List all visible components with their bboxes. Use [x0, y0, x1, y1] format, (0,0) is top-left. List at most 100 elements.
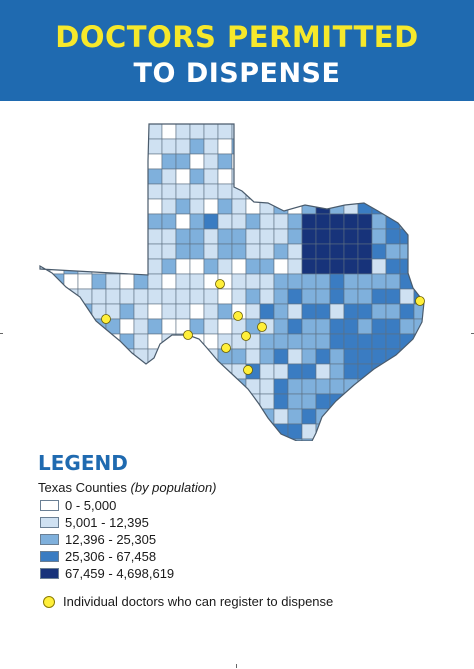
county-cell [133, 258, 149, 275]
county-cell [105, 243, 121, 260]
county-cell [161, 438, 177, 441]
county-cell [287, 153, 303, 170]
county-cell [161, 228, 177, 245]
county-cell [133, 168, 149, 185]
legend-subtitle-note: (by population) [130, 480, 217, 495]
county-cell [77, 183, 93, 200]
county-cell [77, 153, 93, 170]
county-cell [217, 378, 233, 395]
county-cell [217, 423, 233, 440]
county-cell [301, 438, 317, 441]
county-cell [161, 303, 177, 320]
county-cell [119, 213, 135, 230]
county-cell [273, 408, 289, 425]
county-cell [315, 198, 331, 215]
county-cell [217, 318, 233, 335]
county-cell [63, 243, 79, 260]
county-cell [175, 393, 191, 410]
county-cell [63, 408, 79, 425]
county-cell [413, 273, 424, 290]
county-cell [343, 288, 359, 305]
county-cell [287, 243, 303, 260]
county-cell [63, 438, 79, 441]
doctor-location-dot [243, 365, 253, 375]
county-cell [189, 153, 205, 170]
county-cell [119, 138, 135, 155]
county-cell [287, 348, 303, 365]
county-cell [273, 303, 289, 320]
county-cell [49, 213, 65, 230]
county-cell [315, 333, 331, 350]
county-cell [273, 138, 289, 155]
county-cell [147, 228, 163, 245]
county-cell [77, 138, 93, 155]
county-cell [77, 318, 93, 335]
county-cell [147, 153, 163, 170]
county-cell [329, 348, 345, 365]
county-cell [287, 213, 303, 230]
county-cell [161, 408, 177, 425]
county-cell [147, 378, 163, 395]
county-cell [77, 333, 93, 350]
county-cell [357, 273, 373, 290]
county-cell [371, 333, 387, 350]
county-cell [49, 153, 65, 170]
county-cell [413, 318, 424, 335]
county-cell [399, 138, 415, 155]
county-cell [49, 258, 65, 275]
county-cell [259, 258, 275, 275]
county-cell [287, 303, 303, 320]
county-cell [49, 408, 65, 425]
county-cell [91, 393, 107, 410]
county-cell [245, 258, 261, 275]
county-cell [399, 363, 415, 380]
county-cell [413, 213, 424, 230]
county-cell [217, 303, 233, 320]
county-cell [203, 408, 219, 425]
county-cell [357, 393, 373, 410]
county-cell [371, 138, 387, 155]
county-cell [245, 228, 261, 245]
county-cell [189, 213, 205, 230]
county-cell [49, 333, 65, 350]
county-cell [287, 393, 303, 410]
county-cell [343, 348, 359, 365]
county-cell [399, 348, 415, 365]
county-cell [40, 438, 51, 441]
county-cell [119, 228, 135, 245]
county-cell [259, 303, 275, 320]
county-cell [301, 318, 317, 335]
county-cell [385, 124, 401, 140]
legend-subtitle-main: Texas Counties [38, 480, 127, 495]
county-cell [133, 273, 149, 290]
county-cell [217, 228, 233, 245]
county-cell [329, 258, 345, 275]
county-cell [371, 408, 387, 425]
county-cell [399, 318, 415, 335]
county-cell [301, 273, 317, 290]
county-cell [77, 348, 93, 365]
county-cell [63, 393, 79, 410]
county-cell [259, 198, 275, 215]
county-cell [147, 333, 163, 350]
county-cell [189, 363, 205, 380]
county-cell [357, 408, 373, 425]
county-cell [343, 138, 359, 155]
county-cell [357, 124, 373, 140]
county-cell [385, 288, 401, 305]
county-cell [273, 228, 289, 245]
county-cell [105, 378, 121, 395]
county-cell [161, 138, 177, 155]
county-cell [217, 138, 233, 155]
county-cell [413, 153, 424, 170]
county-cell [245, 138, 261, 155]
county-cell [357, 423, 373, 440]
county-cell [40, 378, 51, 395]
county-cell [133, 198, 149, 215]
county-cell [287, 288, 303, 305]
county-cell [147, 288, 163, 305]
county-cell [40, 408, 51, 425]
crop-mark [0, 333, 3, 334]
county-cell [40, 153, 51, 170]
county-cell [399, 303, 415, 320]
